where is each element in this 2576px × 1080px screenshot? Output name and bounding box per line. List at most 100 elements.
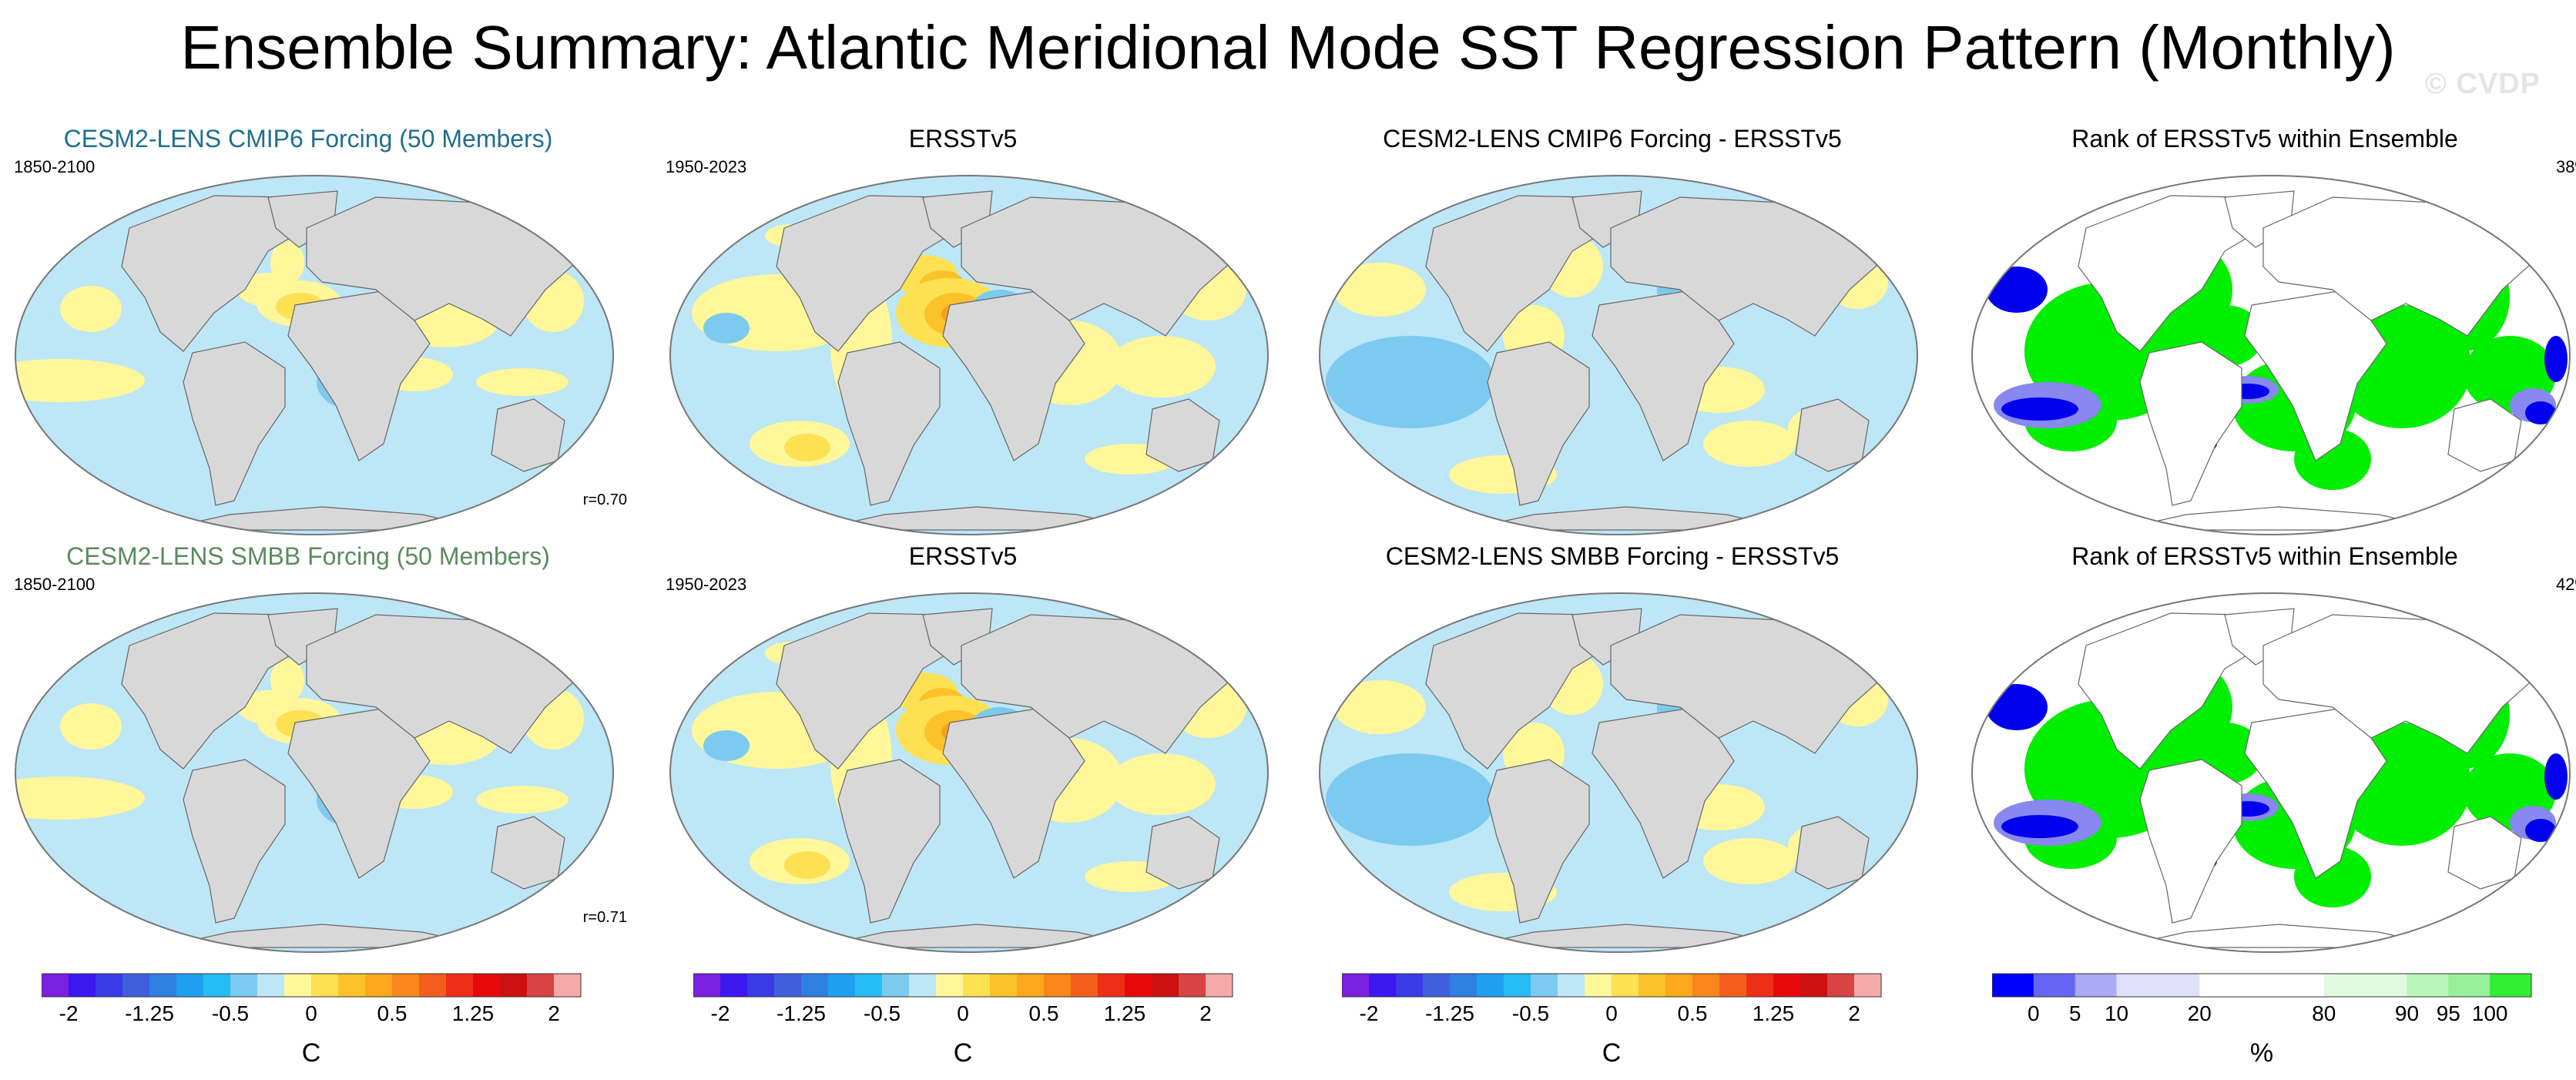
colorbar-swatch bbox=[1098, 974, 1125, 997]
panel-rank: Rank of ERSSTv5 within Ensemble 38% bbox=[1957, 123, 2576, 539]
colorbar-swatch bbox=[338, 974, 366, 997]
colorbar-tick-label: -2 bbox=[59, 1001, 79, 1025]
colorbar-swatch bbox=[1504, 974, 1531, 997]
colorbar-swatch bbox=[963, 974, 991, 997]
colorbar-swatch bbox=[1773, 974, 1801, 997]
map-outline bbox=[1319, 175, 1918, 535]
colorbar-swatch bbox=[96, 974, 123, 997]
panel-title: CESM2-LENS CMIP6 Forcing - ERSSTv5 bbox=[1383, 125, 1842, 153]
rank-percent: 42% bbox=[2555, 575, 2576, 594]
colorbar-tick-label: 0.5 bbox=[377, 1001, 408, 1025]
colorbar-tick-label: 1.25 bbox=[1103, 1001, 1146, 1025]
sst-anomaly-region bbox=[1333, 263, 1426, 317]
colorbar-tick-label: 0 bbox=[1605, 1001, 1618, 1025]
colorbar-swatch bbox=[1450, 974, 1478, 997]
panel-years: 1850-2100 bbox=[14, 575, 96, 594]
sst-anomaly-region bbox=[60, 286, 122, 332]
colorbar-tick-label: 80 bbox=[2312, 1001, 2336, 1025]
rank-region bbox=[2479, 211, 2525, 230]
rank-region bbox=[2544, 753, 2568, 800]
colorbar-swatch bbox=[2323, 974, 2366, 997]
sst-anomaly-region bbox=[476, 368, 569, 396]
colorbar-swatch bbox=[1746, 974, 1774, 997]
colorbar-tick-label: 100 bbox=[2471, 1001, 2508, 1025]
colorbar-rank: 0 5 10 20 80 90 95 100% bbox=[1991, 972, 2547, 1080]
colorbar-swatch bbox=[1179, 974, 1206, 997]
sst-anomaly-region bbox=[703, 730, 750, 761]
colorbar-tick-labels: -2 -1.25 -0.5 0 0.5 1.25 2 bbox=[42, 1001, 596, 1032]
colorbar-swatch bbox=[419, 974, 447, 997]
rank-region bbox=[2001, 815, 2078, 838]
colorbar-tick-label: -2 bbox=[710, 1001, 730, 1025]
sst-anomaly-region bbox=[703, 313, 750, 344]
colorbar-swatch bbox=[2158, 974, 2200, 997]
figure-title: Ensemble Summary: Atlantic Meridional Mo… bbox=[180, 13, 2396, 82]
colorbar-swatch bbox=[446, 974, 474, 997]
land-south-america bbox=[183, 759, 286, 924]
colorbar-swatch bbox=[693, 974, 721, 997]
colorbar-swatch bbox=[1369, 974, 1397, 997]
colorbar-swatch bbox=[828, 974, 856, 997]
colorbar-tick-label: 2 bbox=[1199, 1001, 1212, 1025]
colorbar-tick-label: 0 bbox=[2028, 1001, 2040, 1025]
rank-region bbox=[2525, 401, 2556, 424]
colorbar-unit: % bbox=[2249, 1038, 2274, 1068]
map-outline bbox=[1971, 175, 2571, 535]
panel-title: Rank of ERSSTv5 within Ensemble bbox=[2071, 542, 2458, 570]
sst-anomaly-region bbox=[476, 786, 569, 813]
colorbar-tick-labels: -2 -1.25 -0.5 0 0.5 1.25 2 bbox=[1342, 1001, 1897, 1032]
colorbar-swatch bbox=[122, 974, 150, 997]
colorbar-swatch bbox=[284, 974, 312, 997]
colorbar-swatch bbox=[1854, 974, 1882, 997]
map-field bbox=[1972, 176, 2570, 535]
colorbar-swatch bbox=[257, 974, 285, 997]
colorbar-swatches bbox=[1991, 973, 2532, 998]
panel-years: 1850-2100 bbox=[14, 157, 96, 176]
map bbox=[1318, 592, 1919, 958]
colorbar-swatch bbox=[69, 974, 96, 997]
map bbox=[1318, 174, 1919, 540]
rank-region bbox=[2544, 336, 2568, 382]
map-outline bbox=[1319, 592, 1918, 953]
panel-title: CESM2-LENS SMBB Forcing - ERSSTv5 bbox=[1385, 542, 1840, 570]
colorbar-swatch bbox=[990, 974, 1018, 997]
colorbar-swatch bbox=[909, 974, 937, 997]
colorbar-swatch bbox=[1692, 974, 1720, 997]
map bbox=[14, 174, 615, 540]
colorbar-tick-label: 10 bbox=[2104, 1001, 2129, 1025]
colorbar-swatch bbox=[1531, 974, 1558, 997]
pattern-correlation: r=0.71 bbox=[582, 909, 627, 926]
colorbar-swatch bbox=[1423, 974, 1451, 997]
colorbar-swatch bbox=[774, 974, 802, 997]
colorbar-tick-label: -0.5 bbox=[863, 1001, 901, 1025]
rank-region bbox=[2479, 629, 2525, 647]
colorbar-swatch bbox=[1827, 974, 1855, 997]
colorbar-tick-labels: 0 5 10 20 80 90 95 100 bbox=[1992, 1001, 2547, 1032]
sst-anomaly-region bbox=[1703, 421, 1796, 467]
colorbar-swatch bbox=[1585, 974, 1612, 997]
colorbar-swatches bbox=[693, 973, 1233, 998]
colorbar-sst-2: -2 -1.25 -0.5 0 0.5 1.25 2 C bbox=[693, 972, 1248, 1080]
sst-anomaly-region bbox=[784, 851, 830, 879]
colorbar-swatch bbox=[1639, 974, 1666, 997]
panel-title: ERSSTv5 bbox=[908, 125, 1018, 153]
map-svg bbox=[669, 592, 1269, 953]
colorbar-swatch bbox=[176, 974, 204, 997]
colorbar-swatch bbox=[1342, 974, 1370, 997]
colorbar-swatch bbox=[1044, 974, 1072, 997]
rank-region bbox=[2525, 819, 2556, 842]
colorbar-swatch bbox=[1152, 974, 1179, 997]
colorbar-swatch bbox=[1017, 974, 1045, 997]
map-svg bbox=[1319, 592, 1918, 953]
colorbar-swatch bbox=[42, 974, 69, 997]
panel-obs: ERSSTv5 1950-2023 bbox=[655, 123, 1271, 539]
panel-years: 1950-2023 bbox=[666, 157, 747, 176]
colorbar-swatch bbox=[2407, 974, 2449, 997]
sst-anomaly-region bbox=[1333, 680, 1426, 734]
colorbar-swatch bbox=[2365, 974, 2407, 997]
sst-anomaly-region bbox=[1108, 336, 1216, 397]
rank-region bbox=[2001, 397, 2078, 421]
colorbar-tick-label: 0 bbox=[305, 1001, 317, 1025]
colorbar-swatch bbox=[1206, 974, 1233, 997]
colorbar-swatch bbox=[311, 974, 339, 997]
